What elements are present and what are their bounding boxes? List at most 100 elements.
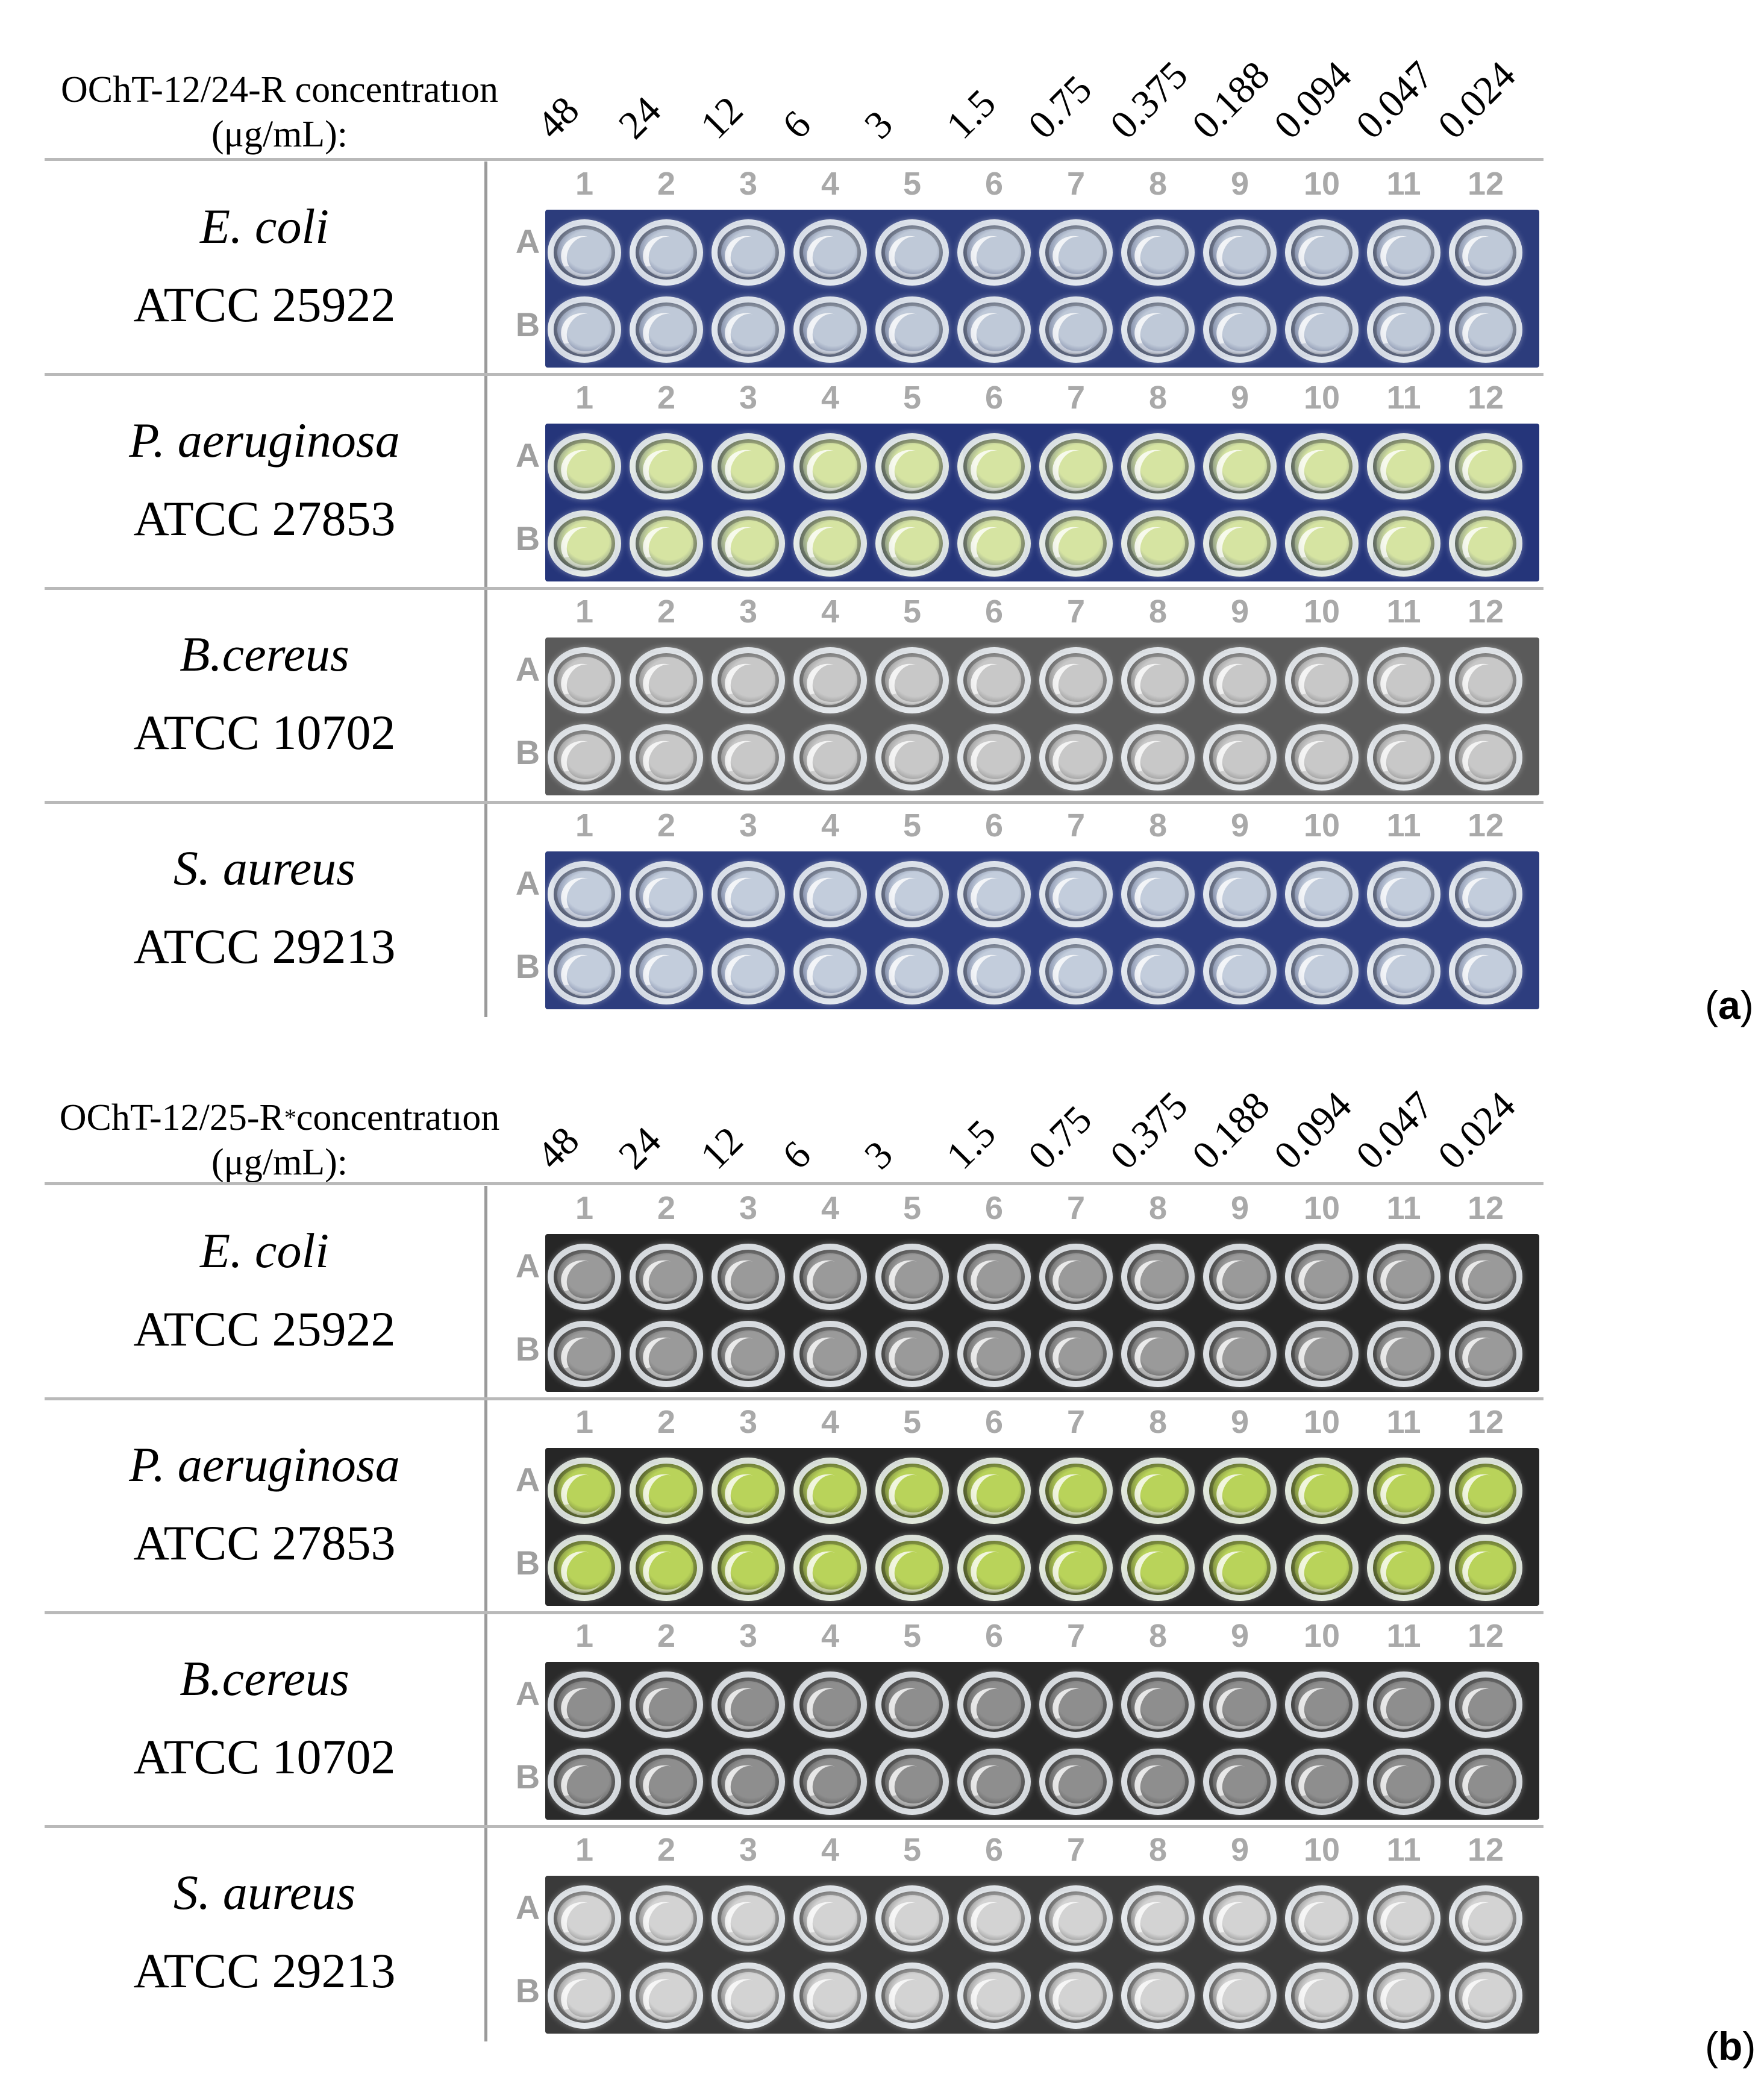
- column-number: 12: [1467, 1832, 1504, 1868]
- organism-label: S. aureus ATCC 29213: [45, 838, 484, 977]
- well-plate-photo: [545, 1234, 1539, 1392]
- column-number: 2: [657, 1404, 676, 1440]
- row-letter: B: [515, 1544, 540, 1582]
- column-number: 9: [1230, 1832, 1250, 1868]
- column-number: 2: [657, 1618, 676, 1654]
- well: [957, 1671, 1031, 1738]
- row-letter: A: [515, 650, 540, 688]
- concentration-title-text: OChT-12/25-R: [59, 1097, 284, 1138]
- column-numbers: 1 2 3 4 5 6 7 8 9 10 11 12: [548, 1189, 1536, 1232]
- well: [1039, 296, 1113, 363]
- well: [1285, 1535, 1359, 1601]
- well: [1121, 1458, 1195, 1524]
- concentration-label: 0.047: [1347, 52, 1442, 148]
- well: [712, 861, 785, 927]
- row-divider: [45, 1397, 1543, 1400]
- well: [1039, 1885, 1113, 1952]
- column-number: 3: [739, 166, 758, 202]
- panel-a: OChT-12/24-R concentratıon (μg/mL): 48 24…: [0, 0, 1764, 1048]
- well: [1367, 510, 1440, 577]
- well: [630, 1885, 703, 1952]
- concentration-label: 0.094: [1265, 52, 1360, 148]
- column-number: 9: [1230, 1404, 1250, 1440]
- well: [1367, 1963, 1440, 2029]
- well: [630, 510, 703, 577]
- well: [1121, 219, 1195, 286]
- concentration-label: 0.375: [1101, 52, 1196, 148]
- well: [1285, 296, 1359, 363]
- well-plate-photo: [545, 851, 1539, 1009]
- well: [1285, 1458, 1359, 1524]
- well: [1449, 861, 1522, 927]
- well: [957, 861, 1031, 927]
- well: [1285, 1885, 1359, 1952]
- column-number: 1: [575, 1618, 594, 1654]
- column-number: 5: [902, 1404, 922, 1440]
- well: [548, 1749, 621, 1815]
- well: [793, 1963, 867, 2029]
- well: [1203, 1885, 1277, 1952]
- well: [1121, 938, 1195, 1004]
- well: [712, 433, 785, 500]
- column-number: 2: [657, 380, 676, 416]
- column-number: 7: [1066, 1832, 1086, 1868]
- well: [548, 1321, 621, 1387]
- column-number: 8: [1148, 1618, 1168, 1654]
- concentration-unit: (μg/mL):: [211, 1142, 348, 1183]
- well: [1449, 219, 1522, 286]
- column-number: 10: [1303, 1190, 1340, 1226]
- well: [1449, 510, 1522, 577]
- well: [1203, 861, 1277, 927]
- strain-name: ATCC 29213: [133, 919, 396, 974]
- well: [1039, 1244, 1113, 1310]
- species-name: P. aeruginosa: [129, 1437, 400, 1492]
- column-number: 11: [1386, 380, 1421, 416]
- column-number: 11: [1386, 594, 1421, 630]
- column-numbers: 1 2 3 4 5 6 7 8 9 10 11 12: [548, 807, 1536, 849]
- column-number: 7: [1066, 807, 1086, 844]
- well: [712, 510, 785, 577]
- concentration-label: 6: [774, 102, 819, 148]
- column-number: 9: [1230, 594, 1250, 630]
- well: [1367, 219, 1440, 286]
- well: [548, 1244, 621, 1310]
- column-number: 6: [984, 807, 1004, 844]
- concentration-label: 24: [610, 88, 670, 148]
- well: [1121, 1535, 1195, 1601]
- well: [875, 861, 949, 927]
- row-letter: A: [515, 1888, 540, 1926]
- well: [1039, 1321, 1113, 1387]
- well: [793, 1321, 867, 1387]
- column-number: 7: [1066, 1404, 1086, 1440]
- well: [1039, 1535, 1113, 1601]
- column-number: 2: [657, 1190, 676, 1226]
- well: [1449, 296, 1522, 363]
- column-number: 8: [1148, 807, 1168, 844]
- column-number: 6: [984, 166, 1004, 202]
- well: [957, 219, 1031, 286]
- well: [712, 1535, 785, 1601]
- species-name: S. aureus: [173, 1865, 356, 1920]
- column-number: 11: [1386, 1190, 1421, 1226]
- well: [1121, 433, 1195, 500]
- column-number: 8: [1148, 380, 1168, 416]
- well: [1203, 1963, 1277, 2029]
- well: [957, 1244, 1031, 1310]
- column-number: 4: [821, 166, 840, 202]
- concentration-label: 0.094: [1265, 1083, 1360, 1178]
- row-letter: A: [515, 1247, 540, 1285]
- concentration-label: 0.047: [1347, 1083, 1442, 1178]
- row-letter: B: [515, 1758, 540, 1796]
- well: [712, 1963, 785, 2029]
- well: [630, 938, 703, 1004]
- well: [1203, 647, 1277, 713]
- species-name: E. coli: [199, 1223, 330, 1278]
- well: [793, 647, 867, 713]
- column-number: 5: [902, 1190, 922, 1226]
- well: [1285, 861, 1359, 927]
- column-number: 7: [1066, 380, 1086, 416]
- row-letter: B: [515, 305, 540, 343]
- well: [712, 219, 785, 286]
- concentration-label: 6: [774, 1132, 819, 1178]
- row-letter: B: [515, 733, 540, 771]
